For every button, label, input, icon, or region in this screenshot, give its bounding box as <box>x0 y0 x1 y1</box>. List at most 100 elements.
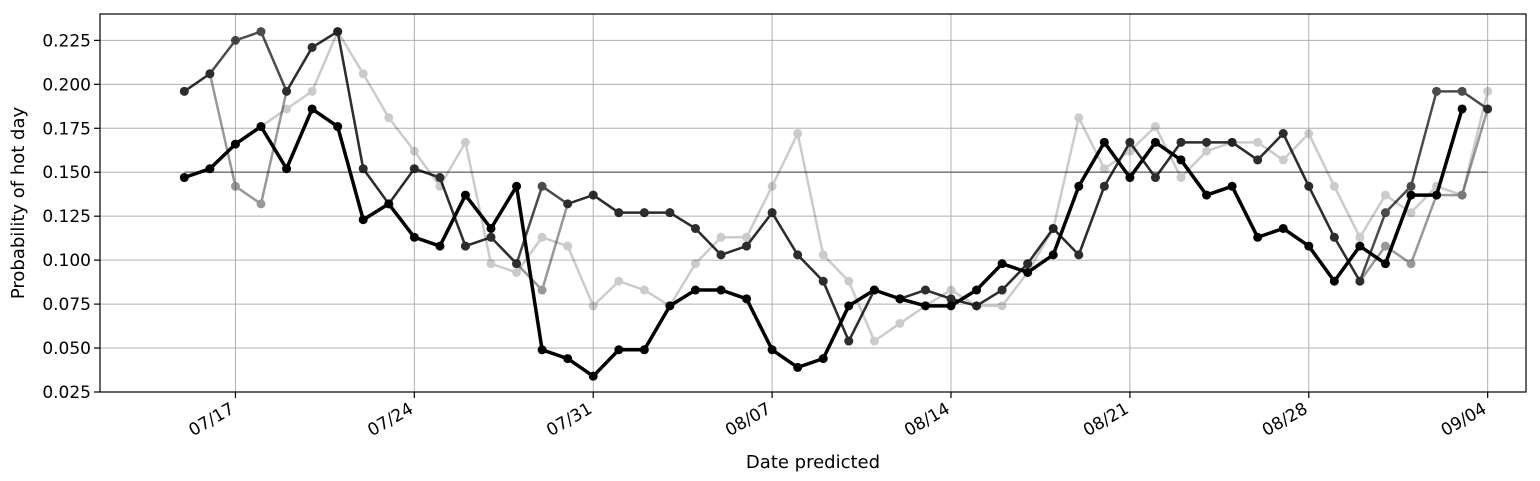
data-point <box>1253 232 1263 242</box>
data-point <box>537 181 547 191</box>
data-point <box>460 241 470 251</box>
data-point <box>1150 173 1160 183</box>
data-point <box>869 285 879 295</box>
data-point <box>1074 250 1084 260</box>
data-point <box>409 146 419 156</box>
series-line <box>183 30 1489 343</box>
data-point <box>1380 259 1390 269</box>
data-point <box>1023 267 1033 277</box>
data-point <box>742 232 752 242</box>
data-point <box>1278 129 1288 139</box>
x-tick-label: 08/28 <box>1259 399 1311 441</box>
data-point <box>1278 155 1288 165</box>
data-point <box>588 371 598 381</box>
data-point <box>486 259 496 269</box>
data-point <box>384 113 394 123</box>
data-point <box>793 362 803 372</box>
data-point <box>1048 223 1058 233</box>
data-point <box>1278 223 1288 233</box>
data-point <box>844 276 854 286</box>
data-point <box>358 215 368 225</box>
data-point <box>563 199 573 209</box>
data-point <box>1406 190 1416 200</box>
series-3 <box>179 27 1493 346</box>
data-point <box>512 181 522 191</box>
data-point <box>614 276 624 286</box>
y-tick-label: 0.100 <box>42 251 91 271</box>
data-point <box>1380 241 1390 251</box>
data-point <box>282 104 292 114</box>
data-point <box>307 42 317 52</box>
data-point <box>793 129 803 139</box>
data-point <box>1202 190 1212 200</box>
data-point <box>486 223 496 233</box>
data-point <box>1176 137 1186 147</box>
data-point <box>1432 86 1442 96</box>
data-point <box>1483 86 1493 96</box>
data-point <box>1329 232 1339 242</box>
data-point <box>1099 181 1109 191</box>
x-tick-label: 08/21 <box>1080 399 1132 441</box>
y-tick-label: 0.025 <box>42 383 91 403</box>
data-point <box>1432 190 1442 200</box>
y-tick-label: 0.200 <box>42 75 91 95</box>
y-tick-label: 0.050 <box>42 339 91 359</box>
data-point <box>1304 129 1314 139</box>
data-point <box>230 181 240 191</box>
series-line <box>183 30 1489 343</box>
data-point <box>435 241 445 251</box>
data-point <box>537 285 547 295</box>
data-point <box>512 267 522 277</box>
data-point <box>307 86 317 96</box>
series-line <box>183 30 1489 343</box>
data-point <box>844 336 854 346</box>
series-4 <box>179 104 1467 381</box>
data-point <box>1227 137 1237 147</box>
data-point <box>665 301 675 311</box>
data-point <box>1406 259 1416 269</box>
data-point <box>1150 137 1160 147</box>
x-tick-label: 07/24 <box>364 399 416 441</box>
data-point <box>409 164 419 174</box>
x-axis: 07/17 07/24 07/31 08/07 08/14 08/21 08/28 09/04 <box>186 392 1490 441</box>
data-point <box>1125 146 1135 156</box>
data-point <box>1457 190 1467 200</box>
data-point <box>742 241 752 251</box>
y-tick-label: 0.175 <box>42 119 91 139</box>
data-point <box>1202 146 1212 156</box>
y-tick-label: 0.075 <box>42 295 91 315</box>
x-tick-label: 08/14 <box>901 399 953 441</box>
data-point <box>997 259 1007 269</box>
data-point <box>1125 137 1135 147</box>
x-axis-label: Date predicted <box>746 452 880 473</box>
data-point <box>690 285 700 295</box>
y-tick-label: 0.125 <box>42 207 91 227</box>
data-point <box>205 69 215 79</box>
data-point <box>358 69 368 79</box>
data-point <box>588 190 598 200</box>
data-point <box>256 122 266 132</box>
data-point <box>665 208 675 218</box>
data-point <box>716 232 726 242</box>
data-point <box>333 122 343 132</box>
data-point <box>716 250 726 260</box>
series-group <box>179 27 1493 381</box>
data-point <box>179 86 189 96</box>
data-point <box>997 285 1007 295</box>
data-point <box>256 199 266 209</box>
data-point <box>716 285 726 295</box>
data-point <box>767 181 777 191</box>
data-point <box>690 223 700 233</box>
data-point <box>358 164 368 174</box>
data-point <box>1176 173 1186 183</box>
data-point <box>946 301 956 311</box>
data-point <box>690 259 700 269</box>
data-point <box>793 250 803 260</box>
data-point <box>946 294 956 304</box>
data-point <box>537 232 547 242</box>
data-point <box>614 208 624 218</box>
data-point <box>409 232 419 242</box>
data-point <box>1457 190 1467 200</box>
data-point <box>1355 241 1365 251</box>
